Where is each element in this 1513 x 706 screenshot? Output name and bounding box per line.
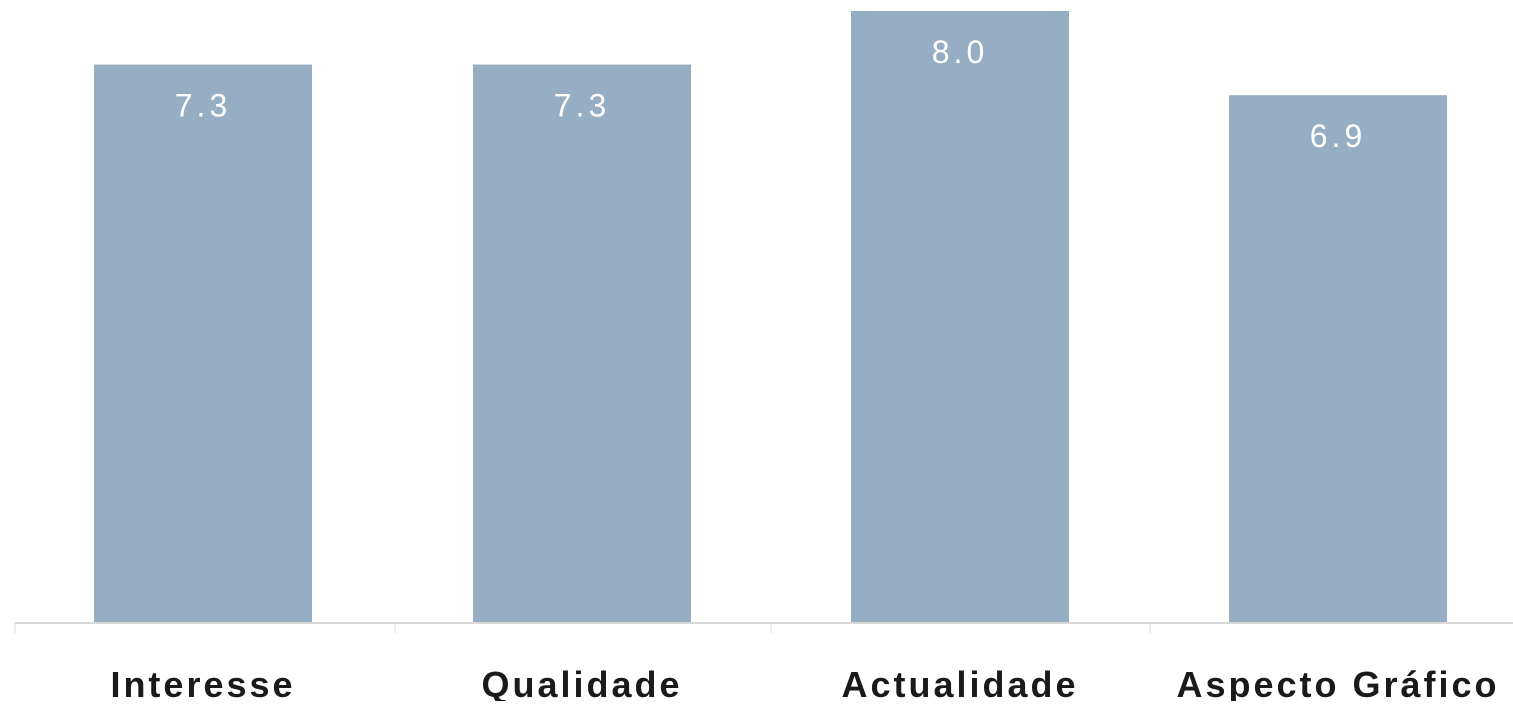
data-label: 7.3 (554, 88, 610, 124)
bar (1229, 95, 1447, 623)
bars-layer (94, 11, 1447, 624)
bar (94, 64, 312, 624)
data-label: 8.0 (932, 34, 988, 70)
x-tick-label: Aspecto Gráfico (1176, 664, 1499, 701)
bar (851, 11, 1069, 623)
x-tick-label: Interesse (110, 664, 295, 701)
x-tick-label: Actualidade (841, 664, 1078, 701)
data-label: 6.9 (1310, 118, 1366, 154)
x-tick-label: Qualidade (481, 664, 682, 701)
x-axis (14, 622, 1513, 633)
labels-layer: 7.3 Interesse 7.3 Qualidade 8.0 Actualidade 6.… (110, 34, 1499, 705)
bar (473, 64, 691, 624)
data-label: 7.3 (175, 88, 231, 124)
